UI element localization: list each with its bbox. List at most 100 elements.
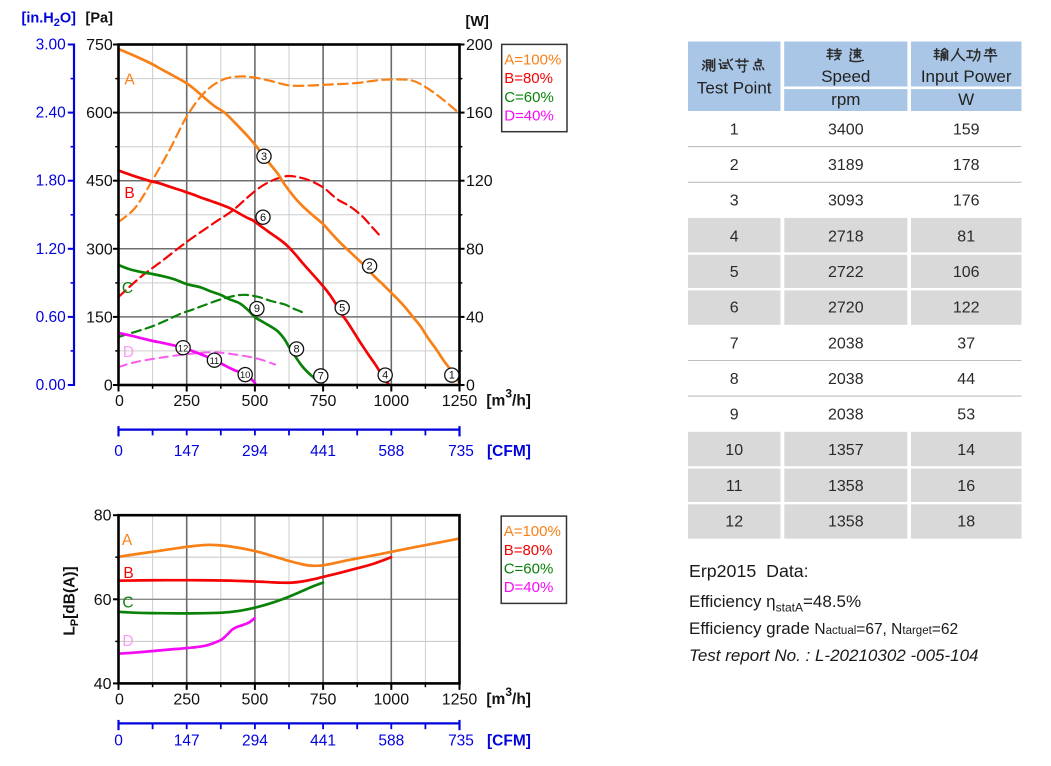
svg-text:Test Point: Test Point (697, 79, 772, 98)
svg-text:W: W (958, 90, 974, 109)
svg-text:B: B (123, 565, 133, 582)
svg-text:[m3/h]: [m3/h] (486, 387, 531, 410)
svg-text:600: 600 (86, 105, 113, 122)
svg-text:0.00: 0.00 (36, 377, 67, 394)
svg-text:1000: 1000 (374, 692, 410, 709)
svg-text:14: 14 (957, 442, 975, 459)
svg-text:12: 12 (178, 343, 188, 353)
svg-text:37: 37 (957, 335, 975, 352)
svg-text:81: 81 (957, 228, 975, 245)
svg-text:D=40%: D=40% (504, 108, 554, 125)
svg-text:C=60%: C=60% (504, 561, 554, 578)
svg-text:80: 80 (94, 508, 112, 525)
svg-text:[Pa]: [Pa] (86, 11, 114, 27)
svg-text:1: 1 (730, 121, 739, 138)
svg-text:7: 7 (318, 371, 324, 383)
svg-text:2.40: 2.40 (36, 105, 67, 122)
svg-text:122: 122 (953, 300, 980, 317)
svg-text:441: 441 (310, 733, 336, 750)
svg-text:A: A (124, 72, 135, 89)
svg-text:588: 588 (378, 733, 404, 750)
svg-text:2720: 2720 (828, 300, 864, 317)
svg-text:2038: 2038 (828, 335, 864, 352)
svg-text:106: 106 (953, 264, 980, 281)
svg-text:A: A (122, 532, 133, 549)
svg-text:Test report No. : L-20210302 -: Test report No. : L-20210302 -005-104 (689, 646, 979, 665)
svg-text:1250: 1250 (442, 393, 478, 410)
svg-text:200: 200 (466, 37, 493, 54)
svg-text:294: 294 (242, 733, 268, 750)
svg-text:2038: 2038 (828, 371, 864, 388)
svg-text:2038: 2038 (828, 407, 864, 424)
svg-text:176: 176 (953, 193, 980, 210)
svg-text:3189: 3189 (828, 157, 864, 174)
svg-text:B=80%: B=80% (504, 70, 553, 87)
svg-text:2: 2 (367, 261, 373, 273)
svg-text:4: 4 (382, 370, 388, 382)
svg-text:1250: 1250 (442, 692, 478, 709)
svg-text:A=100%: A=100% (504, 51, 561, 68)
svg-text:750: 750 (310, 393, 337, 410)
svg-text:750: 750 (310, 692, 337, 709)
svg-text:5: 5 (730, 264, 739, 281)
svg-text:53: 53 (957, 407, 975, 424)
svg-text:250: 250 (173, 692, 200, 709)
svg-text:735: 735 (448, 733, 474, 750)
svg-text:40: 40 (466, 309, 484, 326)
svg-text:D: D (122, 633, 133, 650)
svg-text:294: 294 (242, 443, 268, 460)
svg-text:0: 0 (114, 443, 123, 460)
svg-text:3: 3 (730, 193, 739, 210)
svg-text:300: 300 (86, 241, 113, 258)
svg-text:6: 6 (730, 300, 739, 317)
svg-text:0: 0 (115, 393, 124, 410)
svg-text:[CFM]: [CFM] (487, 733, 531, 750)
svg-text:450: 450 (86, 173, 113, 190)
svg-text:500: 500 (242, 393, 269, 410)
svg-text:150: 150 (86, 309, 113, 326)
svg-text:3.00: 3.00 (36, 37, 67, 54)
svg-text:10: 10 (725, 442, 743, 459)
svg-text:[CFM]: [CFM] (487, 443, 531, 460)
svg-text:178: 178 (953, 157, 980, 174)
svg-text:10: 10 (240, 370, 250, 380)
svg-text:6: 6 (260, 212, 266, 224)
svg-text:80: 80 (466, 241, 484, 258)
svg-text:B=80%: B=80% (504, 542, 553, 559)
svg-text:Efficiency grade Nactual=67, N: Efficiency grade Nactual=67, Ntarget=62 (689, 619, 958, 638)
svg-text:C: C (122, 280, 133, 297)
svg-text:D=40%: D=40% (504, 579, 554, 596)
svg-text:[m3/h]: [m3/h] (486, 685, 531, 708)
svg-text:250: 250 (173, 393, 200, 410)
svg-text:500: 500 (242, 692, 269, 709)
svg-text:0: 0 (115, 692, 124, 709)
svg-text:7: 7 (730, 335, 739, 352)
svg-text:5: 5 (339, 302, 345, 314)
svg-text:8: 8 (730, 371, 739, 388)
svg-text:B: B (124, 185, 134, 202)
svg-text:2718: 2718 (828, 228, 864, 245)
svg-text:750: 750 (86, 37, 113, 54)
svg-text:Input Power: Input Power (921, 67, 1012, 86)
svg-text:2: 2 (730, 157, 739, 174)
svg-text:LP[dB(A)]: LP[dB(A)] (62, 566, 82, 635)
svg-text:C: C (122, 595, 133, 612)
svg-text:1357: 1357 (828, 442, 864, 459)
svg-text:3: 3 (261, 151, 267, 163)
svg-text:147: 147 (174, 733, 200, 750)
svg-text:1358: 1358 (828, 478, 864, 495)
svg-text:9: 9 (730, 407, 739, 424)
svg-text:0: 0 (104, 378, 113, 395)
svg-text:0: 0 (114, 733, 123, 750)
svg-text:160: 160 (466, 105, 493, 122)
svg-text:11: 11 (726, 478, 743, 495)
svg-text:2722: 2722 (828, 264, 864, 281)
svg-text:C=60%: C=60% (504, 89, 554, 106)
svg-text:18: 18 (957, 514, 975, 531)
svg-text:16: 16 (957, 478, 975, 495)
svg-text:[in.H2O]: [in.H2O] (22, 11, 77, 30)
svg-text:1: 1 (449, 370, 455, 382)
svg-text:12: 12 (725, 514, 743, 531)
svg-text:4: 4 (730, 228, 739, 245)
svg-text:9: 9 (254, 303, 260, 315)
